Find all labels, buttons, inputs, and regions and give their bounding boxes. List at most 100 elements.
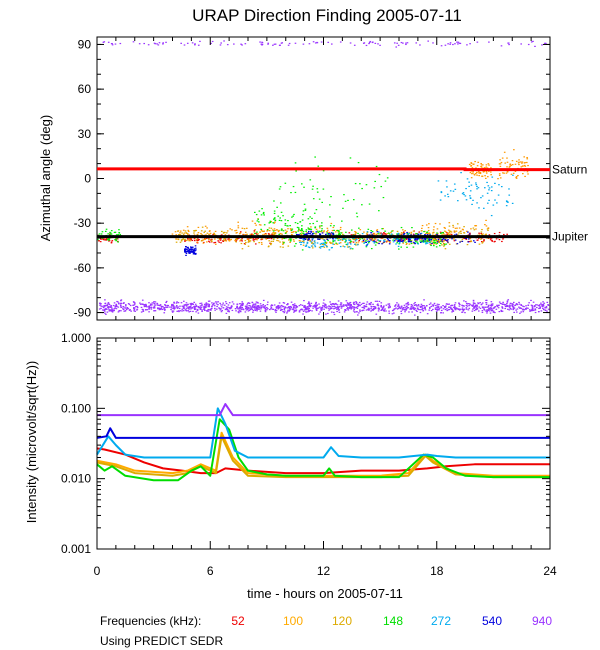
- direction-point: [229, 228, 232, 230]
- direction-point: [308, 305, 310, 307]
- direction-point: [355, 238, 358, 241]
- direction-point: [267, 233, 270, 235]
- direction-point: [102, 238, 105, 240]
- direction-point: [203, 231, 206, 233]
- direction-point: [469, 172, 472, 174]
- direction-point: [289, 228, 292, 230]
- direction-point: [534, 308, 536, 310]
- direction-point: [104, 230, 107, 233]
- direction-point: [530, 41, 533, 43]
- direction-point: [336, 243, 339, 245]
- direction-point: [357, 232, 359, 235]
- direction-point: [288, 308, 291, 310]
- direction-point: [389, 241, 391, 244]
- direction-point: [355, 301, 358, 304]
- direction-point: [476, 188, 478, 190]
- direction-point: [253, 233, 256, 235]
- direction-point: [402, 237, 405, 240]
- direction-point: [253, 231, 256, 233]
- direction-point: [453, 304, 456, 306]
- chart-title: URAP Direction Finding 2005-07-11: [192, 6, 462, 25]
- direction-point: [527, 304, 530, 306]
- direction-point: [425, 305, 428, 307]
- direction-point: [346, 243, 349, 246]
- direction-point: [363, 238, 365, 240]
- direction-point: [446, 308, 448, 310]
- direction-point: [178, 310, 180, 313]
- direction-point: [98, 233, 101, 235]
- direction-point: [106, 311, 109, 313]
- direction-point: [328, 249, 331, 251]
- direction-point: [414, 242, 417, 244]
- direction-point: [257, 218, 260, 220]
- direction-point: [478, 306, 480, 308]
- direction-point: [431, 232, 434, 234]
- direction-point: [237, 221, 240, 223]
- direction-point: [321, 232, 324, 234]
- direction-point: [104, 312, 106, 314]
- direction-point: [375, 165, 378, 168]
- direction-point: [190, 246, 192, 248]
- direction-point: [231, 306, 233, 308]
- direction-point: [226, 309, 229, 311]
- direction-point: [416, 307, 419, 309]
- direction-point: [423, 230, 425, 233]
- direction-point: [246, 233, 248, 235]
- direction-point: [255, 307, 258, 309]
- direction-point: [290, 306, 293, 309]
- direction-point: [339, 41, 342, 43]
- direction-point: [213, 302, 215, 304]
- direction-point: [443, 245, 445, 247]
- direction-point: [105, 307, 107, 310]
- direction-point: [353, 308, 355, 311]
- direction-point: [261, 208, 263, 210]
- direction-point: [239, 311, 242, 313]
- direction-point: [525, 161, 528, 164]
- direction-point: [343, 238, 346, 240]
- direction-point: [192, 253, 195, 255]
- direction-point: [471, 305, 474, 307]
- direction-point: [258, 242, 260, 244]
- direction-point: [378, 210, 380, 212]
- direction-point: [185, 248, 187, 250]
- direction-point: [509, 305, 511, 307]
- direction-point: [173, 302, 175, 304]
- direction-point: [347, 242, 349, 244]
- direction-point: [514, 304, 516, 307]
- direction-point: [125, 305, 127, 307]
- direction-point: [457, 41, 460, 43]
- intensity-xtick-label: 6: [207, 564, 214, 578]
- direction-point: [339, 242, 342, 244]
- direction-point: [350, 234, 353, 236]
- direction-point: [441, 234, 443, 236]
- direction-point: [371, 238, 374, 241]
- direction-point: [120, 299, 123, 301]
- direction-point: [450, 307, 452, 309]
- direction-point: [440, 307, 443, 309]
- direction-point: [256, 301, 259, 304]
- direction-point: [170, 308, 172, 311]
- direction-point: [443, 305, 446, 308]
- intensity-line-148: [96, 418, 550, 482]
- direction-point: [322, 302, 325, 304]
- direction-point: [515, 175, 518, 178]
- direction-point: [456, 41, 458, 43]
- direction-point: [353, 238, 355, 240]
- direction-point: [272, 238, 275, 241]
- direction-point: [443, 243, 445, 245]
- direction-point: [415, 42, 418, 44]
- direction-point: [299, 221, 301, 223]
- direction-point: [176, 310, 178, 312]
- direction-point: [211, 302, 213, 304]
- direction-point: [545, 305, 548, 308]
- direction-point: [446, 193, 449, 195]
- direction-point: [469, 195, 471, 197]
- direction-point: [392, 230, 394, 232]
- direction-point: [107, 233, 109, 235]
- direction-point: [99, 241, 102, 243]
- direction-point: [101, 231, 104, 233]
- direction-point: [300, 308, 303, 310]
- direction-point: [486, 181, 488, 184]
- direction-point: [303, 305, 306, 307]
- direction-point: [193, 308, 196, 310]
